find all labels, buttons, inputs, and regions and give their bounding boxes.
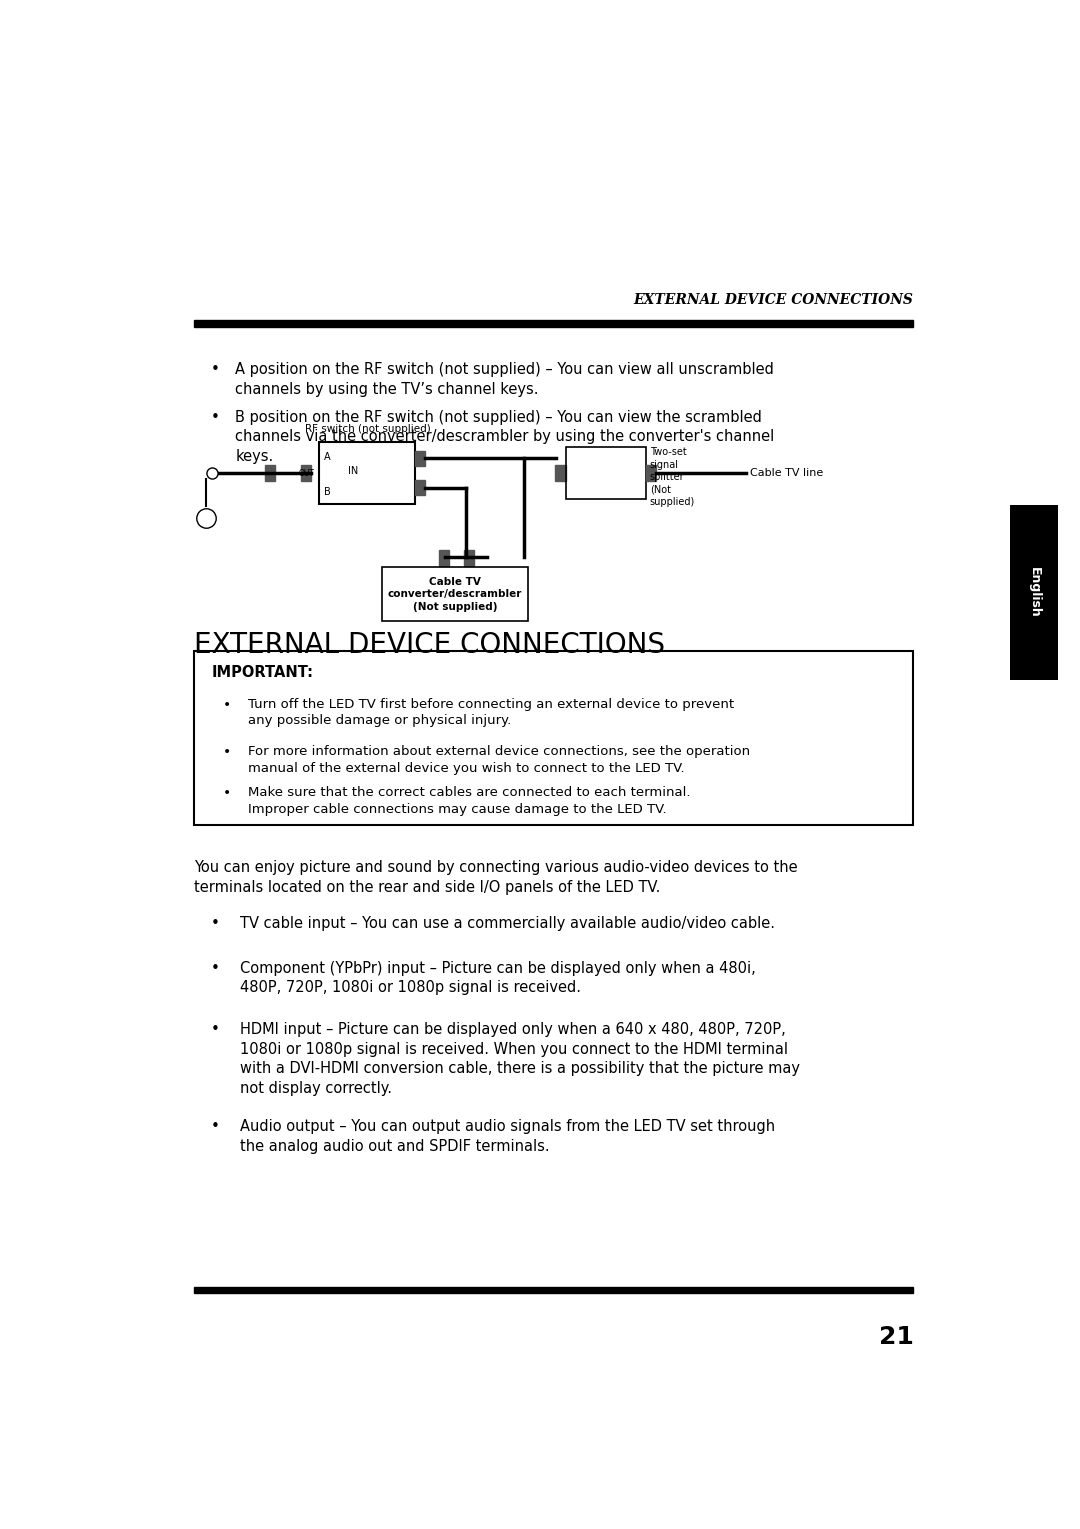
Text: B position on the RF switch (not supplied) – You can view the scrambled
channels: B position on the RF switch (not supplie… [235, 410, 774, 465]
Text: EXTERNAL DEVICE CONNECTIONS: EXTERNAL DEVICE CONNECTIONS [634, 294, 914, 307]
Text: Turn off the LED TV first before connecting an external device to prevent
any po: Turn off the LED TV first before connect… [248, 697, 734, 728]
Text: •: • [211, 362, 219, 378]
Bar [193, 1286, 914, 1292]
Text: EXTERNAL DEVICE CONNECTIONS: EXTERNAL DEVICE CONNECTIONS [193, 631, 664, 659]
Bar [193, 320, 914, 327]
Text: Audio output – You can output audio signals from the LED TV set through
the anal: Audio output – You can output audio sign… [240, 1119, 774, 1154]
Text: Make sure that the correct cables are connected to each terminal.
Improper cable: Make sure that the correct cables are co… [248, 786, 690, 816]
Bar [555, 465, 566, 482]
Text: •: • [211, 916, 219, 931]
Text: •: • [211, 960, 219, 976]
Bar [416, 480, 424, 495]
Bar [193, 651, 914, 826]
Text: A position on the RF switch (not supplied) – You can view all unscrambled
channe: A position on the RF switch (not supplie… [235, 362, 774, 398]
Text: You can enjoy picture and sound by connecting various audio-video devices to the: You can enjoy picture and sound by conne… [193, 861, 797, 896]
Bar [320, 442, 416, 503]
Text: B: B [324, 486, 330, 497]
Text: For more information about external device connections, see the operation
manual: For more information about external devi… [248, 745, 751, 775]
Text: TV cable input – You can use a commercially available audio/video cable.: TV cable input – You can use a commercia… [240, 916, 774, 931]
Text: HDMI input – Picture can be displayed only when a 640 x 480, 480P, 720P,
1080i o: HDMI input – Picture can be displayed on… [240, 1021, 799, 1096]
Text: •: • [211, 1021, 219, 1037]
Text: •: • [211, 410, 219, 425]
Bar [300, 465, 311, 482]
Text: Component (YPbPr) input – Picture can be displayed only when a 480i,
480P, 720P,: Component (YPbPr) input – Picture can be… [240, 960, 755, 995]
Text: English: English [1027, 567, 1041, 618]
Bar [416, 451, 424, 466]
Text: Cable TV line: Cable TV line [751, 468, 823, 479]
Text: •: • [211, 1119, 219, 1135]
Text: Cable TV
converter/descrambler
(Not supplied): Cable TV converter/descrambler (Not supp… [388, 576, 523, 612]
Bar [265, 465, 274, 482]
Text: OUT: OUT [299, 468, 315, 477]
Text: IMPORTANT:: IMPORTANT: [212, 665, 314, 680]
Text: •: • [222, 786, 231, 800]
Bar [566, 446, 646, 498]
Text: •: • [222, 697, 231, 713]
Bar [438, 549, 449, 566]
Bar [646, 465, 656, 482]
Text: 21: 21 [878, 1326, 914, 1350]
Text: Two-set
signal
splitter
(Not
supplied): Two-set signal splitter (Not supplied) [650, 446, 696, 506]
Text: •: • [222, 745, 231, 758]
Bar [464, 549, 474, 566]
Bar [382, 567, 528, 621]
Text: IN: IN [349, 466, 359, 476]
Text: A: A [324, 453, 330, 462]
Text: RF switch (not supplied): RF switch (not supplied) [305, 424, 431, 434]
